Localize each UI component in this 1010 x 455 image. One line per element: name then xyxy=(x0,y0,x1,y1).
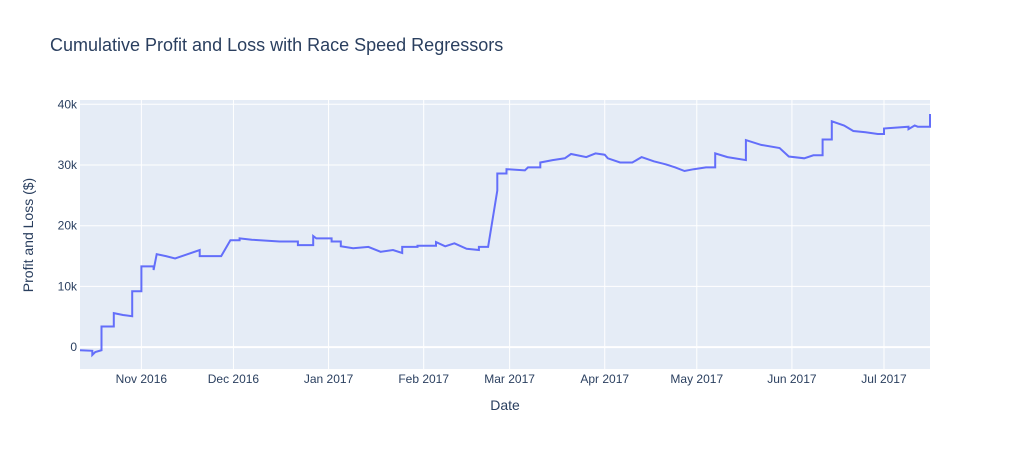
x-tick-label: Jul 2017 xyxy=(861,372,907,386)
y-tick-label: 20k xyxy=(58,219,78,233)
y-tick-label: 0 xyxy=(70,340,77,354)
x-tick-label: May 2017 xyxy=(670,372,723,386)
x-tick-label: Nov 2016 xyxy=(116,372,168,386)
x-tick-label: Feb 2017 xyxy=(398,372,449,386)
y-axis-title: Profit and Loss ($) xyxy=(20,178,36,292)
y-tick-label: 30k xyxy=(58,158,78,172)
x-tick-label: Jun 2017 xyxy=(767,372,817,386)
x-axis-title: Date xyxy=(490,397,520,413)
chart-title: Cumulative Profit and Loss with Race Spe… xyxy=(50,35,503,55)
x-tick-label: Dec 2016 xyxy=(208,372,260,386)
x-tick-label: Mar 2017 xyxy=(484,372,535,386)
data-line xyxy=(79,114,931,358)
y-tick-label: 10k xyxy=(58,279,78,293)
y-tick-label: 40k xyxy=(58,97,78,111)
x-tick-label: Jan 2017 xyxy=(304,372,354,386)
x-tick-label: Apr 2017 xyxy=(580,372,629,386)
plot-area xyxy=(80,100,930,369)
